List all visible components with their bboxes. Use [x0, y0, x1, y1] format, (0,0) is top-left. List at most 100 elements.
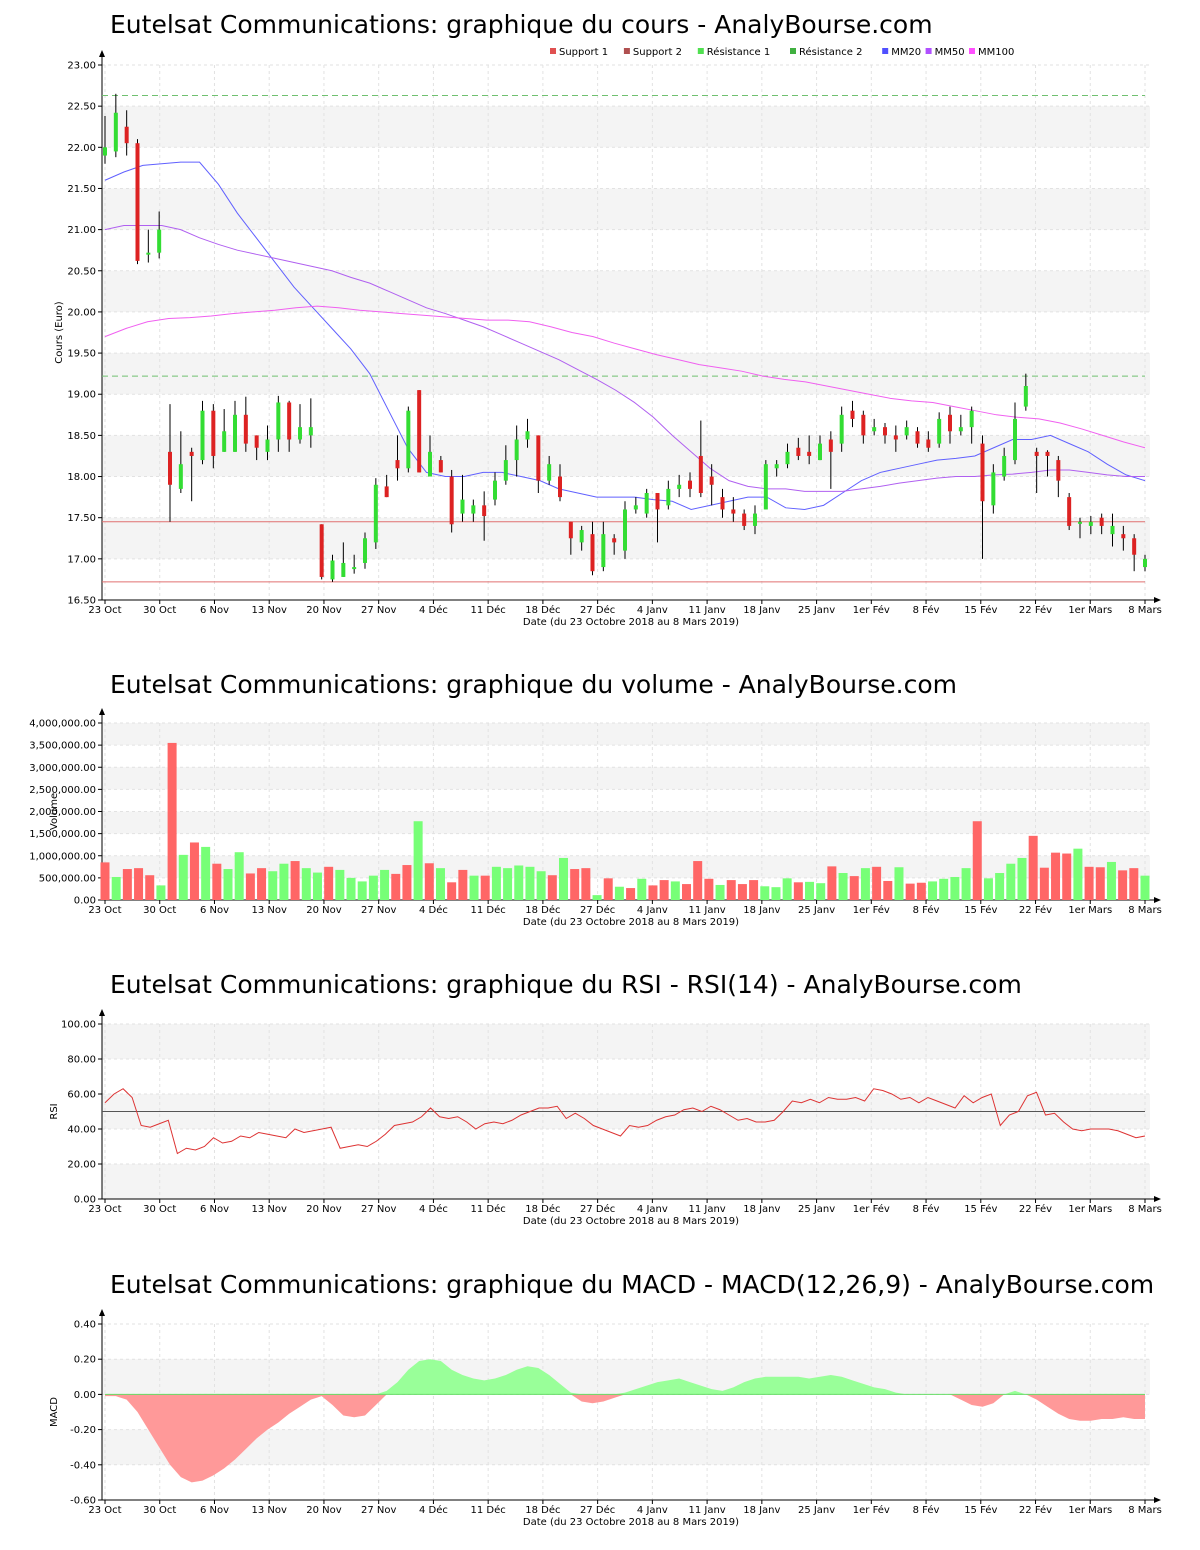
x-tick-label: 8 Mars: [1128, 1505, 1162, 1516]
x-tick-label: 18 Janv: [743, 905, 780, 916]
x-tick-label: 6 Nov: [200, 1204, 229, 1215]
x-tick-label: 11 Janv: [688, 905, 725, 916]
volume-bar: [659, 880, 669, 900]
volume-bar: [693, 861, 703, 900]
volume-bar: [1118, 870, 1128, 900]
candle-body: [720, 497, 725, 510]
y-tick-label: 22.00: [67, 143, 96, 154]
x-tick-label: 8 Fév: [913, 904, 940, 916]
volume-bar: [648, 885, 658, 900]
legend-label: MM50: [935, 47, 965, 58]
candle-body: [124, 126, 129, 144]
volume-bar: [603, 878, 613, 900]
candle-body: [341, 562, 346, 577]
volume-bar: [838, 873, 848, 900]
x-tick-label: 27 Déc: [580, 1504, 615, 1516]
x-tick-label: 1er Fév: [853, 1504, 890, 1516]
legend-label: Support 2: [633, 47, 682, 58]
candle-body: [1132, 538, 1137, 555]
y-tick-label: 100.00: [61, 1020, 96, 1031]
candle-body: [796, 447, 801, 456]
x-tick-label: 1er Fév: [853, 904, 890, 916]
y-tick-label: 1,000,000.00: [29, 851, 96, 862]
candle-body: [287, 402, 292, 440]
y-tick-label: 22.50: [67, 102, 96, 113]
candle-body: [493, 480, 497, 500]
x-tick-label: 20 Nov: [306, 605, 342, 616]
volume-bar: [413, 821, 423, 900]
candle-body: [1034, 451, 1039, 456]
volume-bar: [961, 868, 971, 900]
candle-body: [200, 410, 205, 461]
legend-label: MM20: [891, 47, 921, 58]
candle-body: [471, 505, 476, 514]
volume-bar: [704, 878, 714, 900]
candle-body: [828, 439, 833, 452]
volume-bar: [1028, 835, 1038, 900]
legend-swatch: [790, 48, 796, 54]
volume-chart-title: Eutelsat Communications: graphique du vo…: [110, 670, 957, 699]
x-axis-arrow: [1154, 1497, 1161, 1503]
grid-band: [102, 855, 1150, 878]
volume-bar: [156, 885, 166, 900]
x-tick-label: 8 Mars: [1128, 1204, 1162, 1215]
volume-bar: [1062, 853, 1072, 900]
x-tick-label: 11 Janv: [688, 1204, 725, 1215]
volume-bar: [380, 869, 390, 900]
candle-body: [1045, 451, 1050, 456]
x-tick-label: 4 Janv: [637, 905, 668, 916]
x-tick-label: 23 Oct: [88, 605, 121, 616]
candle-body: [1002, 455, 1007, 477]
x-axis-label: Date (du 23 Octobre 2018 au 8 Mars 2019): [523, 1216, 739, 1227]
x-tick-label: 20 Nov: [306, 1505, 342, 1516]
volume-bar: [201, 846, 211, 900]
y-tick-label: 17.00: [67, 554, 96, 565]
candle-body: [633, 505, 638, 510]
y-axis-arrow: [99, 708, 105, 715]
grid-band: [102, 723, 1150, 746]
x-tick-label: 20 Nov: [306, 1204, 342, 1215]
x-tick-label: 30 Oct: [143, 1204, 176, 1215]
candle-body: [460, 499, 465, 514]
rsi-chart: 0.00 20.00 40.00 60.00 80.00 100.00 23 Oct 30 O…: [49, 1009, 1162, 1227]
volume-bar: [1017, 857, 1027, 900]
x-tick-label: 8 Mars: [1128, 905, 1162, 916]
legend-swatch: [882, 48, 889, 54]
y-tick-label: 3,500,000.00: [29, 741, 96, 752]
legend-label: Résistance 2: [799, 46, 862, 58]
y-tick-label: 21.50: [67, 184, 96, 195]
volume-bar: [905, 883, 915, 900]
x-tick-label: 18 Janv: [743, 1204, 780, 1215]
volume-bar: [268, 871, 278, 900]
candle-body: [861, 414, 866, 436]
legend-swatch: [925, 48, 932, 54]
x-tick-label: 27 Nov: [361, 1204, 397, 1215]
volume-bar: [614, 886, 624, 900]
candle-body: [926, 439, 931, 448]
volume-bar: [782, 878, 792, 900]
candle-body: [774, 464, 779, 469]
candle-body: [417, 390, 422, 473]
x-tick-label: 27 Nov: [361, 605, 397, 616]
candle-body: [503, 460, 508, 481]
candle-body: [742, 513, 747, 526]
x-tick-label: 13 Nov: [251, 905, 287, 916]
grid-band: [102, 811, 1150, 834]
candle-body: [568, 521, 573, 539]
candle-body: [211, 410, 216, 456]
candle-body: [579, 530, 584, 543]
volume-bar: [424, 863, 434, 900]
volume-bar: [301, 868, 311, 900]
volume-bar: [391, 873, 401, 900]
y-tick-label: 20.50: [67, 266, 96, 277]
candle-body: [308, 427, 313, 436]
y-axis-label: Volume: [49, 793, 60, 830]
candle-body: [590, 534, 595, 572]
candle-body: [482, 505, 487, 517]
candle-body: [677, 484, 682, 489]
x-tick-label: 11 Déc: [471, 604, 506, 616]
volume-bar: [357, 881, 367, 900]
x-tick-label: 13 Nov: [251, 1505, 287, 1516]
grid-band: [102, 1024, 1150, 1059]
volume-bar: [145, 875, 155, 900]
